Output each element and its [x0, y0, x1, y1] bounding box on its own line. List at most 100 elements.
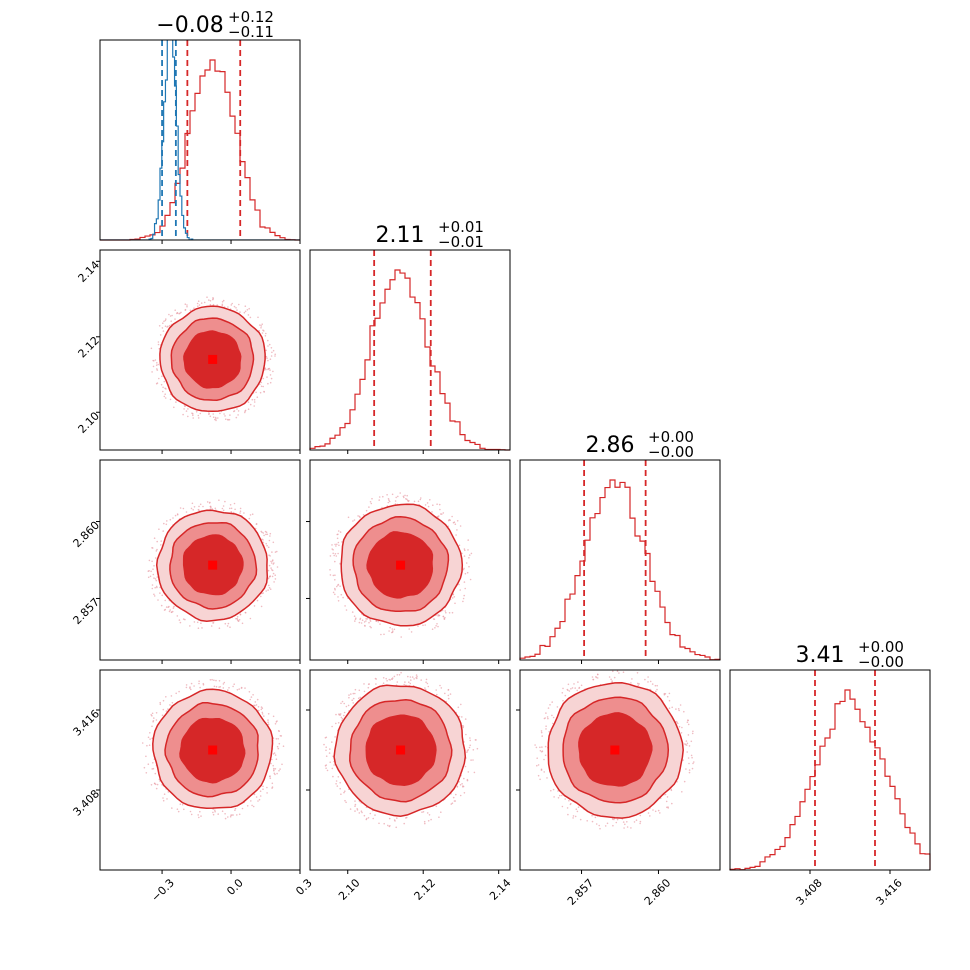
scatter-point — [678, 725, 681, 728]
scatter-point — [255, 796, 258, 798]
scatter-point — [435, 625, 437, 627]
scatter-point — [473, 771, 476, 774]
scatter-point — [280, 735, 283, 737]
scatter-point — [221, 301, 224, 303]
scatter-point — [333, 764, 335, 766]
scatter-point — [212, 298, 214, 301]
scatter-point — [272, 370, 274, 373]
scatter-point — [423, 820, 426, 823]
scatter-point — [456, 520, 459, 522]
scatter-point — [278, 742, 281, 745]
scatter-point — [215, 685, 218, 688]
scatter-point — [345, 609, 348, 611]
scatter-point — [159, 592, 161, 594]
scatter-point — [212, 297, 214, 299]
histogram-param-3 — [729, 689, 931, 871]
scatter-point — [234, 809, 236, 811]
scatter-point — [199, 412, 202, 415]
scatter-point — [260, 327, 262, 329]
scatter-point — [611, 818, 614, 821]
scatter-point — [379, 623, 381, 625]
scatter-point — [174, 309, 176, 312]
scatter-point — [152, 568, 154, 570]
scatter-point — [537, 764, 540, 766]
scatter-point — [339, 531, 342, 533]
scatter-point — [219, 412, 221, 415]
scatter-point — [151, 725, 153, 728]
scatter-point — [438, 614, 441, 617]
scatter-point — [460, 703, 462, 706]
scatter-point — [537, 774, 540, 777]
scatter-point — [649, 815, 651, 817]
scatter-point — [612, 824, 614, 827]
scatter-point — [227, 689, 229, 691]
scatter-point — [269, 775, 271, 777]
scatter-point — [540, 768, 543, 771]
scatter-point — [183, 808, 185, 811]
scatter-point — [257, 800, 259, 802]
scatter-point — [354, 810, 356, 812]
scatter-point — [240, 686, 243, 689]
scatter-point — [244, 611, 247, 614]
scatter-point — [468, 746, 471, 749]
scatter-point — [459, 794, 462, 797]
scatter-point — [216, 304, 218, 306]
scatter-point — [331, 767, 334, 770]
scatter-point — [428, 814, 431, 816]
scatter-point — [164, 319, 167, 322]
scatter-point — [179, 621, 182, 624]
scatter-point — [557, 790, 559, 792]
scatter-point — [176, 513, 179, 516]
scatter-point — [691, 732, 694, 735]
scatter-point — [344, 790, 346, 792]
scatter-point — [275, 738, 278, 740]
scatter-point — [212, 303, 215, 306]
scatter-point — [688, 745, 691, 747]
scatter-point — [463, 555, 466, 557]
scatter-point — [261, 332, 264, 334]
scatter-point — [325, 736, 328, 739]
scatter-point — [262, 592, 265, 594]
scatter-point — [164, 397, 167, 399]
scatter-point — [189, 625, 191, 627]
scatter-point — [262, 385, 265, 388]
scatter-point — [239, 311, 241, 313]
scatter-point — [276, 745, 279, 748]
scatter-point — [186, 304, 188, 306]
scatter-point — [156, 783, 159, 786]
scatter-point — [340, 716, 343, 719]
scatter-point — [232, 685, 234, 688]
scatter-point — [388, 499, 390, 502]
scatter-point — [637, 684, 639, 687]
scatter-point — [325, 767, 327, 769]
scatter-point — [439, 684, 441, 687]
scatter-point — [175, 692, 177, 695]
scatter-point — [400, 671, 402, 674]
scatter-point — [192, 414, 194, 417]
scatter-point — [372, 817, 375, 820]
scatter-point — [151, 712, 154, 715]
scatter-point — [156, 586, 158, 589]
scatter-point — [145, 755, 147, 758]
scatter-point — [336, 537, 339, 540]
scatter-point — [243, 311, 246, 314]
scatter-point — [235, 307, 237, 309]
scatter-point — [359, 696, 362, 699]
scatter-point — [339, 714, 341, 716]
panel-frame-2-1 — [309, 459, 511, 661]
scatter-point — [230, 304, 233, 306]
scatter-point — [254, 701, 257, 703]
scatter-point — [567, 689, 569, 691]
panel-1-0 — [150, 296, 277, 422]
scatter-point — [271, 782, 274, 785]
scatter-point — [233, 410, 235, 413]
scatter-point — [393, 675, 396, 678]
scatter-point — [162, 699, 165, 702]
scatter-point — [239, 510, 242, 512]
scatter-point — [667, 806, 669, 808]
scatter-point — [232, 814, 234, 816]
scatter-point — [639, 820, 642, 823]
scatter-point — [383, 633, 385, 636]
scatter-point — [451, 515, 453, 518]
scatter-point — [664, 793, 667, 796]
